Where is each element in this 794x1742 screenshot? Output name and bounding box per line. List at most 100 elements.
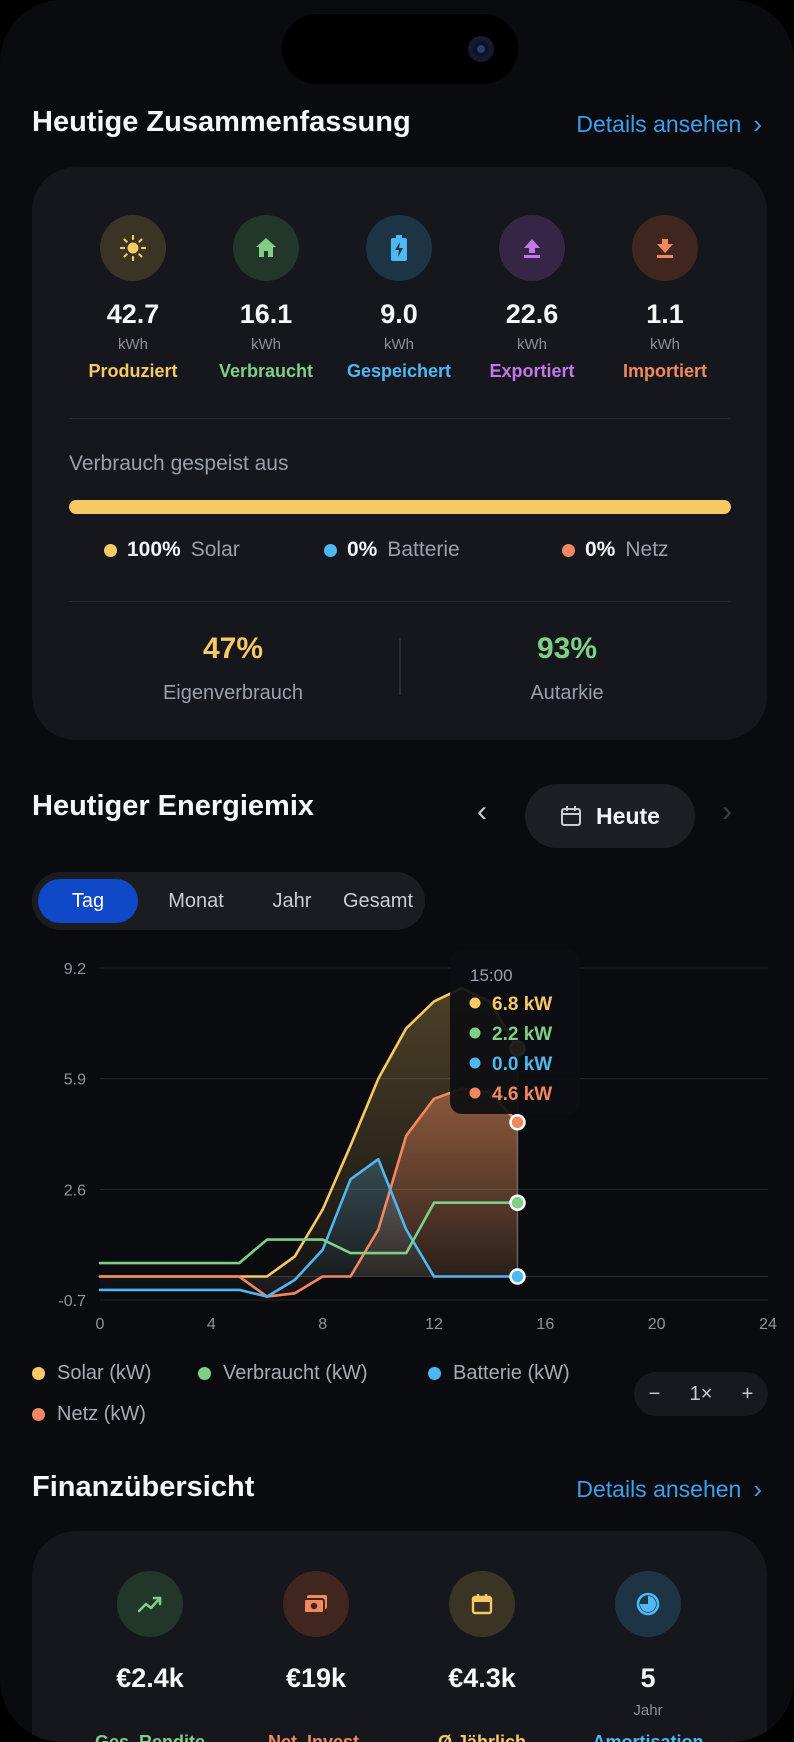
camera-icon bbox=[468, 36, 494, 62]
metric-value: 9.0 bbox=[380, 299, 418, 329]
finance-value: €4.3k bbox=[448, 1663, 516, 1693]
cash-icon bbox=[283, 1571, 349, 1637]
summary-card: 42.7 kWh Produziert 16.1 kWh Verbraucht … bbox=[32, 167, 767, 740]
source-dot bbox=[562, 543, 575, 557]
tooltip-dot bbox=[469, 1057, 481, 1069]
chevron-right-icon: › bbox=[753, 109, 762, 139]
clock-icon bbox=[615, 1571, 681, 1637]
tab-day[interactable]: Tag bbox=[38, 879, 138, 923]
finance-card: €2.4k Ges. Rendite €19k Net. Invest. €4.… bbox=[32, 1531, 767, 1742]
legend-label: Verbraucht (kW) bbox=[223, 1362, 368, 1384]
metric-value: 1.1 bbox=[646, 299, 684, 329]
zoom-in-button[interactable]: + bbox=[741, 1382, 754, 1405]
date-picker[interactable]: Heute bbox=[525, 784, 695, 848]
tooltip-value: 6.8 kW bbox=[492, 994, 552, 1015]
metric-label: Produziert bbox=[88, 361, 178, 381]
self-consumption: 47% Eigenverbrauch bbox=[83, 632, 383, 705]
divider bbox=[69, 601, 730, 602]
series-line bbox=[98, 1087, 519, 1298]
series-area bbox=[100, 1159, 518, 1297]
source-dot bbox=[104, 543, 117, 557]
source-name: Netz bbox=[625, 538, 669, 561]
trend-up-icon bbox=[117, 1571, 183, 1637]
tab-month[interactable]: Monat bbox=[168, 890, 224, 912]
self-consumption-value: 47% bbox=[202, 632, 264, 665]
metric-unit: kWh bbox=[251, 336, 281, 353]
fed-from-label: Verbrauch gespeist aus bbox=[69, 452, 289, 475]
metric-unit: kWh bbox=[517, 336, 547, 353]
zoom-out-button[interactable]: − bbox=[648, 1382, 661, 1405]
finance-label: Ø Jährlich bbox=[437, 1732, 527, 1742]
metric-imported: 1.1 kWh Importiert bbox=[600, 215, 730, 382]
metric-stored: 9.0 kWh Gespeichert bbox=[334, 215, 464, 382]
finance-net-invest: €19k Net. Invest. bbox=[241, 1571, 391, 1742]
fed-from-bar bbox=[69, 500, 731, 514]
download-icon bbox=[632, 215, 698, 281]
finance-value: 5 bbox=[640, 1663, 656, 1693]
legend-label: Netz (kW) bbox=[57, 1403, 146, 1425]
metric-unit: kWh bbox=[384, 336, 414, 353]
tab-year[interactable]: Jahr bbox=[272, 890, 312, 912]
legend-label: Batterie (kW) bbox=[453, 1362, 570, 1384]
chart-tooltip: 15:00 6.8 kW 2.2 kW 0.0 kW 4.6 kW bbox=[450, 950, 580, 1114]
x-tick-label: 4 bbox=[207, 1316, 216, 1333]
calendar-icon bbox=[561, 806, 582, 826]
legend-dot bbox=[32, 1408, 45, 1421]
energy-mix-title: Heutiger Energiemix bbox=[32, 790, 315, 822]
tooltip-value: 2.2 kW bbox=[492, 1024, 552, 1045]
source-name: Batterie bbox=[387, 538, 460, 561]
autarky-label: Autarkie bbox=[530, 682, 604, 704]
tooltip-time: 15:00 bbox=[470, 966, 513, 985]
upload-icon bbox=[499, 215, 565, 281]
tooltip-dot bbox=[469, 1027, 481, 1039]
source-battery: 0% Batterie bbox=[324, 538, 460, 562]
legend-dot bbox=[428, 1367, 441, 1380]
tooltip-value: 4.6 kW bbox=[492, 1084, 552, 1105]
autarky: 93% Autarkie bbox=[417, 632, 717, 705]
series-line bbox=[98, 1157, 519, 1298]
x-tick-label: 24 bbox=[759, 1316, 777, 1333]
date-label: Heute bbox=[596, 802, 660, 829]
finance-details-label: Details ansehen bbox=[576, 1476, 742, 1502]
y-tick-label: 2.6 bbox=[64, 1182, 86, 1199]
vertical-divider bbox=[399, 638, 401, 695]
tooltip-value: 0.0 kW bbox=[492, 1054, 552, 1075]
legend-dot bbox=[32, 1367, 45, 1380]
legend-battery[interactable]: Batterie (kW) bbox=[428, 1362, 570, 1385]
legend-dot bbox=[198, 1367, 211, 1380]
y-tick-label: 9.2 bbox=[64, 961, 86, 978]
source-dot bbox=[324, 543, 337, 557]
finance-label: Amortisation bbox=[592, 1732, 704, 1742]
metric-label: Verbraucht bbox=[218, 361, 314, 381]
tab-total[interactable]: Gesamt bbox=[342, 890, 414, 912]
finance-annual: €4.3k Ø Jährlich bbox=[407, 1571, 557, 1742]
metric-value: 42.7 bbox=[106, 299, 160, 329]
chevron-right-icon[interactable]: › bbox=[722, 795, 732, 828]
energy-mix-chart[interactable]: 9.2 5.9 2.6 -0.7 0 4 8 12 16 20 24 15:00 6.8 kW 2.… bbox=[0, 940, 794, 1340]
legend-consumed[interactable]: Verbraucht (kW) bbox=[198, 1362, 367, 1385]
calendar-icon bbox=[449, 1571, 515, 1637]
metric-produced: 42.7 kWh Produziert bbox=[68, 215, 198, 382]
fed-from-bar-solar-fill bbox=[69, 500, 731, 514]
summary-details-label: Details ansehen bbox=[576, 111, 742, 137]
finance-total-return: €2.4k Ges. Rendite bbox=[75, 1571, 225, 1742]
summary-details-link[interactable]: Details ansehen › bbox=[576, 109, 762, 140]
metric-label: Gespeichert bbox=[346, 361, 452, 381]
tooltip-dot bbox=[469, 997, 481, 1009]
finance-details-link[interactable]: Details ansehen › bbox=[576, 1474, 762, 1505]
finance-label: Net. Invest. bbox=[267, 1732, 365, 1742]
finance-sub bbox=[75, 1702, 225, 1720]
metric-label: Exportiert bbox=[489, 361, 575, 381]
source-pct: 0% bbox=[585, 538, 616, 561]
series-line bbox=[98, 1201, 519, 1265]
divider bbox=[69, 418, 730, 419]
metric-label: Importiert bbox=[622, 361, 707, 381]
series-end-point bbox=[509, 1114, 526, 1131]
legend-solar[interactable]: Solar (kW) bbox=[32, 1362, 151, 1385]
legend-grid[interactable]: Netz (kW) bbox=[32, 1403, 146, 1426]
finance-label: Ges. Rendite bbox=[94, 1732, 206, 1742]
x-tick-label: 8 bbox=[318, 1316, 327, 1333]
finance-value: €19k bbox=[285, 1663, 347, 1693]
finance-sub: Jahr bbox=[633, 1702, 663, 1719]
chevron-left-icon[interactable]: ‹ bbox=[477, 795, 487, 828]
